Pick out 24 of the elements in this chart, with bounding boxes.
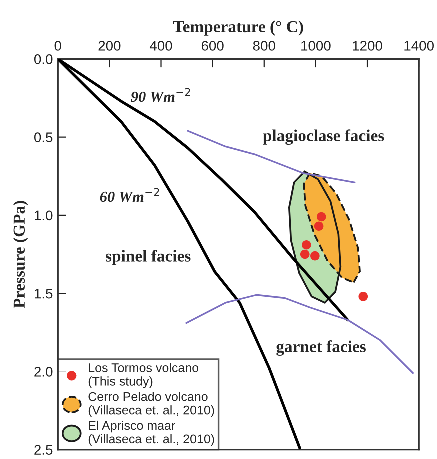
annotation: plagioclase facies bbox=[263, 130, 384, 146]
x-tick-label: 600 bbox=[202, 41, 224, 51]
annotation: 60 Wm$^{−2}$ bbox=[100, 188, 160, 202]
x-axis-title: Temperature (° C) bbox=[173, 20, 304, 36]
annotation: garnet facies bbox=[276, 340, 366, 356]
x-tick-label: 1000 bbox=[302, 41, 331, 51]
x-tick-label: 1200 bbox=[353, 41, 382, 51]
legend-label: El Aprisco maar (Villaseca et. al., 2010) bbox=[88, 420, 214, 446]
y-tick-label: 1.5 bbox=[35, 289, 53, 299]
annotation: 90 Wm$^{−2}$ bbox=[131, 88, 190, 102]
x-tick-label: 0 bbox=[54, 41, 62, 51]
x-tick-label: 400 bbox=[150, 41, 172, 51]
legend-label: Cerro Pelado volcano (Villaseca et. al., 2010) bbox=[88, 392, 214, 418]
y-tick-label: 2.5 bbox=[34, 445, 53, 455]
y-axis-title: Pressure (GPa) bbox=[13, 201, 28, 308]
x-tick-label: 800 bbox=[253, 41, 276, 51]
x-tick-label: 200 bbox=[98, 41, 121, 51]
x-tick-label: 1400 bbox=[404, 41, 434, 51]
y-tick-label: 2.0 bbox=[34, 367, 53, 377]
legend-label: Los Tormos volcano (This study) bbox=[88, 363, 199, 388]
y-tick-label: 1.0 bbox=[35, 210, 53, 221]
y-tick-label: 0.0 bbox=[34, 54, 53, 64]
y-tick-label: 0.5 bbox=[34, 132, 53, 142]
annotation: spinel facies bbox=[106, 250, 191, 266]
